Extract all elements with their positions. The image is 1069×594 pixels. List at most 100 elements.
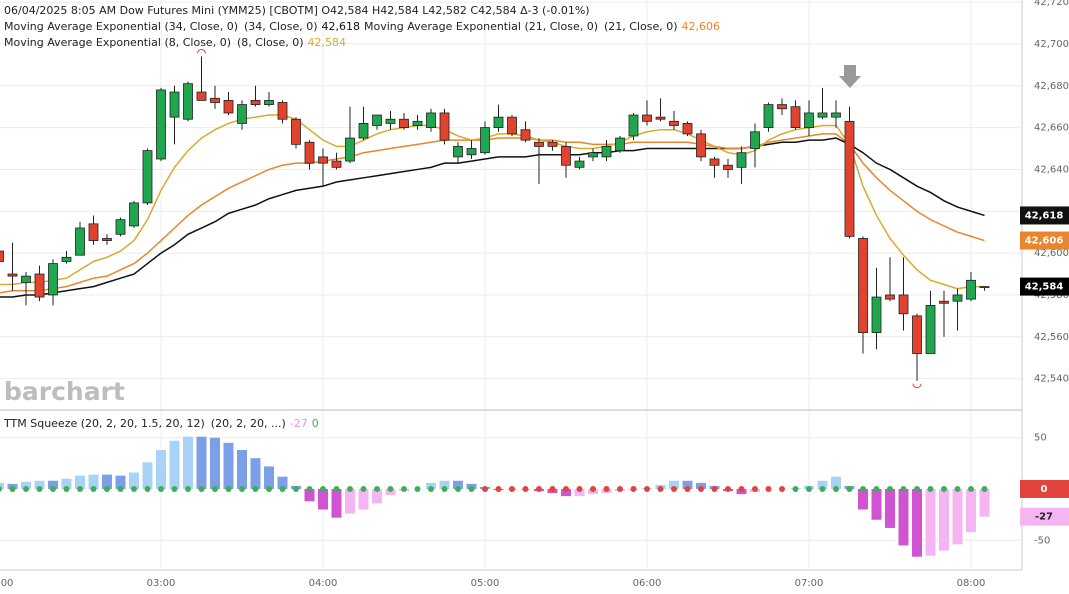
squeeze-dot xyxy=(387,485,394,492)
ema-last-label: 42,618 xyxy=(1025,210,1064,221)
squeeze-dot xyxy=(968,485,974,492)
squeeze-dot xyxy=(320,485,326,492)
candle-body xyxy=(696,133,706,158)
candle-body xyxy=(709,158,720,166)
momentum-bar xyxy=(439,480,450,489)
squeeze-dot xyxy=(765,485,772,492)
grid xyxy=(0,0,1022,570)
header: 06/04/2025 8:05 AM Dow Futures Mini (YMM… xyxy=(4,4,590,17)
momentum-bar xyxy=(358,488,369,510)
momentum-bar xyxy=(831,476,841,489)
momentum-bar xyxy=(237,450,247,489)
candle-body xyxy=(858,238,868,334)
candle-body xyxy=(291,118,301,145)
squeeze-dot xyxy=(941,485,947,492)
candle-body xyxy=(156,89,166,160)
momentum-bar xyxy=(385,488,396,496)
candle-body xyxy=(682,123,693,135)
squeeze-dot xyxy=(860,485,866,492)
candle-body xyxy=(777,104,787,110)
y-tick-label: 42,660 xyxy=(1034,123,1069,134)
squeeze-dot xyxy=(401,485,407,492)
momentum-bar xyxy=(210,437,220,489)
candle-body xyxy=(237,104,247,124)
squeeze-dot xyxy=(684,485,691,492)
squeeze-dot xyxy=(792,485,799,492)
candle-body xyxy=(790,106,801,129)
squeeze-dot xyxy=(63,485,70,492)
candle-body xyxy=(561,146,571,166)
squeeze-dot xyxy=(630,485,637,492)
squeeze-dot xyxy=(9,485,16,492)
squeeze-dot xyxy=(360,485,367,492)
squeeze-dot xyxy=(333,485,340,492)
momentum-bar xyxy=(142,462,153,489)
squeeze-dot xyxy=(131,485,137,492)
squeeze-dot xyxy=(900,485,907,492)
legend-name: Moving Average Exponential (8, Close, 0) xyxy=(4,36,231,49)
momentum-bar xyxy=(871,488,882,520)
candle-body xyxy=(48,263,58,296)
x-tick-label: 08:00 xyxy=(957,578,986,589)
candle-body xyxy=(345,137,355,162)
candle-body xyxy=(142,150,153,204)
candle-body xyxy=(520,129,531,141)
watermark: barchart xyxy=(4,377,125,406)
y-tick-label: 50 xyxy=(1034,433,1047,444)
candle-body xyxy=(21,275,31,283)
candle-body xyxy=(574,160,585,168)
candle-body xyxy=(115,219,126,235)
y-tick-label: 42,680 xyxy=(1034,81,1069,92)
y-tick-label: 42,600 xyxy=(1034,248,1069,259)
candle-body xyxy=(763,104,774,129)
low-marker xyxy=(912,383,922,389)
squeeze-dot xyxy=(576,485,583,492)
candle-body xyxy=(304,141,315,164)
momentum-bar xyxy=(979,488,990,517)
squeeze-dot xyxy=(981,485,988,492)
squeeze-dot xyxy=(0,486,2,492)
momentum-bar xyxy=(318,488,328,510)
squeeze-dot xyxy=(455,485,461,492)
candle-body xyxy=(655,116,666,120)
squeeze-dot xyxy=(671,485,677,492)
squeeze-dot xyxy=(23,485,29,492)
legend-params: (21, Close, 0) xyxy=(604,20,678,33)
candle-body xyxy=(129,202,139,227)
squeeze-dot xyxy=(698,485,704,492)
y-tick-label: -50 xyxy=(1034,535,1050,546)
momentum-last-label: -27 xyxy=(1035,512,1053,523)
squeeze-dot xyxy=(36,485,43,492)
candle-body xyxy=(844,120,855,237)
squeeze-dot xyxy=(293,485,299,492)
candle-body xyxy=(318,156,328,164)
squeeze-dot xyxy=(279,485,286,492)
legend-line: Moving Average Exponential (34, Close, 0… xyxy=(4,20,720,33)
momentum-bar xyxy=(966,488,976,533)
squeeze-dot xyxy=(617,485,623,492)
squeeze-dot xyxy=(495,485,502,492)
candle-body xyxy=(439,112,450,141)
squeeze-dot xyxy=(644,485,650,492)
candle-body xyxy=(0,250,4,262)
momentum-bar xyxy=(304,488,315,502)
squeeze-dot xyxy=(549,485,556,492)
candle-body xyxy=(399,118,409,129)
squeeze-dot xyxy=(468,485,475,492)
signal-arrow xyxy=(839,65,861,88)
candle-body xyxy=(534,141,544,147)
candle-body xyxy=(912,315,922,354)
momentum-bar xyxy=(0,482,4,489)
legend-line: Moving Average Exponential (8, Close, 0)… xyxy=(4,36,346,49)
legend-value: 42,584 xyxy=(308,36,347,49)
squeeze-dot xyxy=(212,485,218,492)
candle-body xyxy=(885,294,895,300)
legend-name: Moving Average Exponential (21, Close, 0… xyxy=(364,20,598,33)
price-last-label-box xyxy=(1020,277,1069,296)
candle-body xyxy=(61,256,72,262)
momentum-bar xyxy=(574,488,585,497)
candle-body xyxy=(466,148,477,156)
candle-body xyxy=(75,227,85,256)
